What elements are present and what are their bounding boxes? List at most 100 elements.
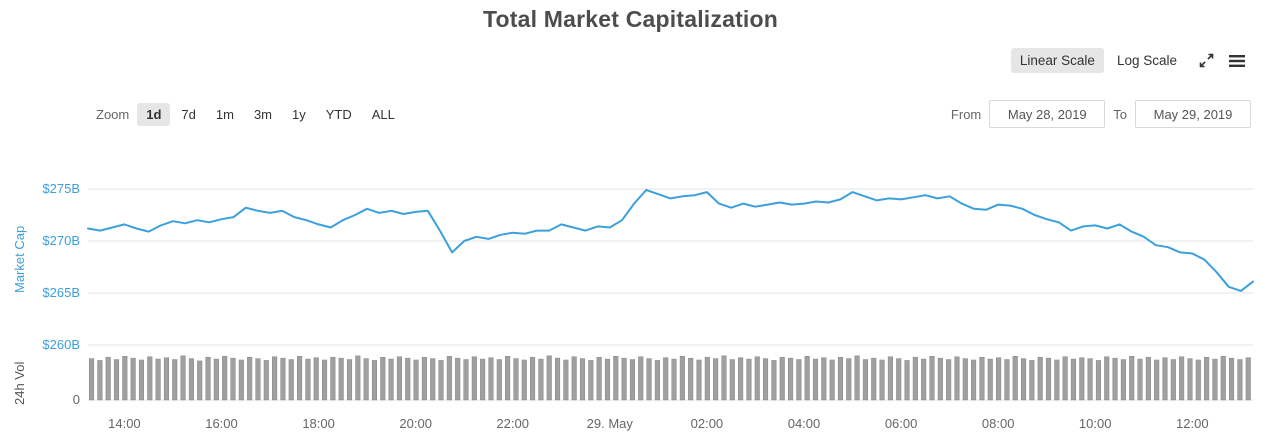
volume-bar [821,357,827,401]
volume-bar [1087,358,1093,401]
volume-bar [1195,359,1201,401]
volume-bar [197,360,203,401]
chart-context-menu-icon[interactable] [1227,52,1247,70]
volume-bar [330,356,336,401]
volume-bar [1029,360,1035,401]
volume-bar [346,359,353,401]
zoom-button-7d[interactable]: 7d [172,103,204,126]
volume-bar [604,358,611,401]
volume-bar [1145,356,1151,401]
zoom-button-3m[interactable]: 3m [245,103,281,126]
volume-bar [1229,357,1235,401]
x-axis-tick-label: 12:00 [1176,416,1209,431]
date-range-group: From To [951,100,1251,128]
volume-bar [322,359,328,401]
volume-bar [937,357,943,401]
volume-bar [355,355,361,401]
volume-bar [180,355,186,401]
volume-bar [105,356,111,401]
volume-bar [1062,356,1068,401]
volume-bar [638,356,644,401]
volume-bar [862,359,868,401]
volume-bar [272,356,278,401]
from-label: From [950,106,982,122]
volume-bar [521,359,527,401]
volume-bar [896,358,902,401]
volume-bar [796,359,802,401]
x-axis-tick-label: 16:00 [205,416,238,431]
scale-toggle: Linear Scale Log Scale [1010,48,1186,73]
volume-bar [89,358,95,401]
volume-bar [729,359,735,401]
volume-bar [1137,358,1143,401]
vol-axis-title: 24h Vol [12,361,27,405]
volume-bar [788,357,794,401]
volume-bar [1212,358,1218,401]
volume-bar [297,356,303,401]
volume-bar [971,359,977,401]
volume-bar [754,356,760,401]
zoom-button-1y[interactable]: 1y [283,103,315,126]
x-axis-tick-label: 18:00 [302,416,335,431]
volume-bar [463,359,469,401]
volume-bar [488,357,494,401]
zoom-button-ytd[interactable]: YTD [317,103,361,126]
volume-bar [380,356,386,401]
volume-bar [413,359,419,401]
log-scale-button[interactable]: Log Scale [1116,53,1177,68]
volume-bar [779,356,785,401]
to-label: To [1113,106,1127,122]
volume-bar [829,359,835,401]
volume-bar [280,357,286,401]
volume-bar [679,356,685,401]
volume-bar [1079,357,1085,401]
volume-bar [1045,357,1052,401]
zoom-button-all[interactable]: ALL [363,103,404,126]
volume-bar [771,360,777,401]
from-date-input[interactable] [989,100,1106,128]
volume-bar [255,358,261,401]
volume-bar [588,360,594,401]
volume-bar [446,356,452,401]
to-date-input[interactable] [1135,100,1251,128]
volume-bar [1070,358,1077,401]
volume-bar [837,356,844,401]
volume-bar [405,357,411,401]
volume-bar [496,359,502,401]
volume-bar [962,358,968,401]
volume-bar [1054,359,1060,401]
volume-bar [646,358,652,401]
volume-bar [1037,356,1043,401]
zoom-button-1m[interactable]: 1m [207,103,243,126]
volume-bar [505,356,511,401]
volume-bar [1237,359,1243,401]
volume-bar [1245,357,1251,401]
volume-bar [263,360,269,401]
volume-bar [804,356,810,401]
fullscreen-icon[interactable] [1196,50,1217,71]
y-axis-tick-label: $270B [42,233,80,248]
volume-bar [138,359,145,401]
volume-bar [471,356,477,401]
x-axis-tick-label: 04:00 [788,416,821,431]
x-axis-tick-label: 10:00 [1079,416,1112,431]
volume-bar [721,355,727,401]
linear-scale-button[interactable]: Linear Scale [1010,48,1104,73]
volume-bar [1104,356,1110,401]
volume-bar [213,358,219,401]
volume-bar [1170,359,1176,401]
volume-bar [421,356,427,401]
volume-bar [887,356,893,401]
y-axis-tick-label: $260B [42,337,80,352]
volume-bar [1220,356,1226,401]
volume-bar [305,358,311,401]
volume-bar [480,358,486,401]
market-cap-line [87,189,1254,292]
zoom-button-1d[interactable]: 1d [137,102,171,126]
volume-bar [1021,358,1027,401]
volume-bar [854,355,860,401]
volume-bar [555,357,561,401]
volume-bar [879,359,885,401]
x-axis-tick-label: 20:00 [399,416,432,431]
